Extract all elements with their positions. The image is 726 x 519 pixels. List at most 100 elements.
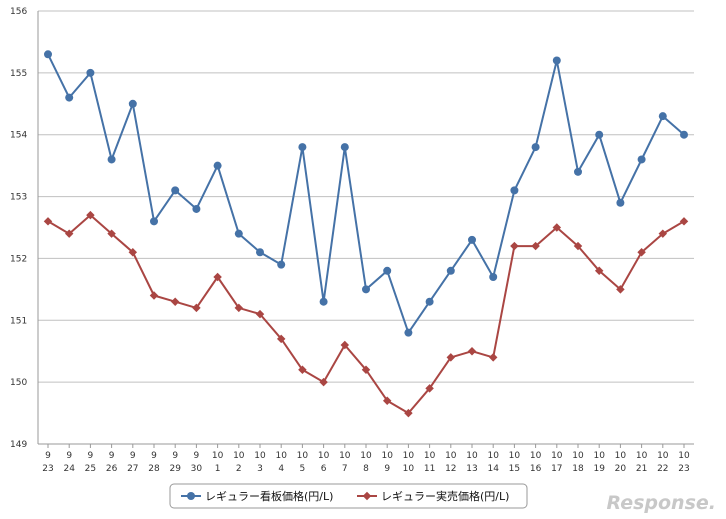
legend-box bbox=[169, 483, 528, 509]
x-tick-label-month: 9 bbox=[130, 451, 136, 461]
data-point bbox=[298, 365, 307, 375]
x-tick-label-day: 9 bbox=[384, 464, 390, 474]
x-tick-label-month: 10 bbox=[572, 451, 584, 461]
x-tick-label-month: 10 bbox=[466, 451, 478, 461]
data-point bbox=[658, 112, 667, 121]
x-tick-label-month: 10 bbox=[233, 451, 245, 461]
data-point bbox=[425, 297, 434, 306]
x-tick-label-day: 3 bbox=[257, 464, 263, 474]
x-tick-label-month: 10 bbox=[381, 451, 393, 461]
legend-marker-circle-icon bbox=[187, 492, 195, 500]
data-point bbox=[149, 291, 159, 300]
data-point bbox=[404, 408, 413, 418]
x-tick-label-month: 9 bbox=[109, 451, 115, 461]
x-tick-label-day: 22 bbox=[657, 464, 668, 474]
data-point bbox=[234, 229, 243, 238]
x-tick-label-month: 10 bbox=[593, 451, 605, 461]
data-point bbox=[574, 167, 582, 176]
x-tick-label-day: 19 bbox=[593, 464, 605, 474]
data-point bbox=[531, 143, 540, 152]
series-layer bbox=[43, 50, 689, 418]
x-tick-label-day: 6 bbox=[321, 464, 327, 474]
grid-lines bbox=[38, 10, 694, 383]
y-tick-label: 150 bbox=[10, 378, 27, 388]
x-tick-label-month: 9 bbox=[45, 451, 51, 461]
x-tick-label-day: 23 bbox=[678, 464, 689, 474]
x-tick-label-month: 9 bbox=[88, 451, 94, 461]
x-tick-label-month: 9 bbox=[194, 451, 200, 461]
data-point bbox=[171, 186, 180, 195]
data-point bbox=[255, 309, 265, 319]
data-point bbox=[43, 217, 53, 226]
data-point bbox=[192, 204, 201, 213]
data-point bbox=[382, 396, 392, 405]
data-point bbox=[679, 217, 689, 226]
x-tick-label-month: 10 bbox=[339, 451, 351, 461]
x-tick-label-month: 10 bbox=[487, 451, 499, 461]
legend-label-series-1: レギュラー看板価格(円/L) bbox=[205, 489, 333, 503]
legend: レギュラー看板価格(円/L) レギュラー実売価格(円/L) bbox=[169, 483, 528, 509]
data-point bbox=[170, 297, 180, 306]
x-tick-label-month: 9 bbox=[66, 451, 72, 461]
x-tick-label-day: 5 bbox=[300, 464, 306, 474]
series-1 bbox=[44, 50, 688, 337]
data-point bbox=[594, 266, 604, 276]
x-tick-label-month: 10 bbox=[275, 451, 287, 461]
data-point bbox=[467, 346, 477, 356]
y-tick-label: 155 bbox=[10, 69, 27, 79]
x-tick-label-month: 10 bbox=[212, 451, 224, 461]
data-point bbox=[107, 229, 116, 238]
y-tick-label: 151 bbox=[10, 316, 27, 326]
x-tick-label-month: 9 bbox=[151, 451, 157, 461]
x-tick-label-day: 27 bbox=[127, 464, 138, 474]
data-point bbox=[128, 248, 138, 257]
x-tick-label-month: 10 bbox=[254, 451, 266, 461]
x-tick-label-month: 10 bbox=[657, 451, 669, 461]
x-tick-label-month: 10 bbox=[615, 451, 627, 461]
data-point bbox=[256, 248, 264, 257]
x-tick-label-month: 10 bbox=[360, 451, 372, 461]
data-point bbox=[192, 303, 201, 313]
y-tick-label: 154 bbox=[10, 131, 27, 141]
x-tick-label-month: 10 bbox=[530, 451, 542, 461]
data-point bbox=[64, 229, 74, 238]
data-point bbox=[637, 155, 646, 164]
x-tick-label-day: 2 bbox=[236, 464, 242, 474]
y-tick-label: 152 bbox=[10, 254, 27, 264]
x-tick-label-day: 18 bbox=[572, 464, 584, 474]
x-tick-label-month: 10 bbox=[551, 451, 563, 461]
x-tick-label-day: 21 bbox=[636, 464, 647, 474]
data-point bbox=[510, 241, 519, 251]
x-tick-label-day: 7 bbox=[342, 464, 348, 474]
x-tick-label-day: 28 bbox=[148, 464, 160, 474]
x-tick-label-month: 10 bbox=[445, 451, 457, 461]
data-point bbox=[340, 143, 349, 152]
x-tick-label-month: 10 bbox=[297, 451, 309, 461]
x-tick-label-month: 9 bbox=[172, 451, 178, 461]
x-tick-label-day: 11 bbox=[424, 464, 435, 474]
x-tick-label-day: 16 bbox=[530, 464, 542, 474]
x-tick-label-day: 15 bbox=[509, 464, 520, 474]
data-point bbox=[107, 155, 116, 164]
data-point bbox=[680, 130, 688, 139]
data-point bbox=[468, 235, 476, 244]
data-point bbox=[86, 210, 95, 220]
x-tick-label-month: 10 bbox=[403, 451, 415, 461]
data-point bbox=[616, 198, 625, 207]
x-tick-label-day: 17 bbox=[551, 464, 562, 474]
data-point bbox=[488, 353, 498, 362]
legend-marker-diamond-icon bbox=[362, 491, 372, 501]
x-tick-label-day: 1 bbox=[215, 464, 221, 474]
x-tick-label-day: 8 bbox=[363, 464, 369, 474]
y-tick-label: 149 bbox=[10, 440, 27, 450]
data-point bbox=[404, 328, 413, 337]
data-point bbox=[213, 272, 222, 282]
x-tick-label-day: 30 bbox=[191, 464, 203, 474]
y-axis: 149 150 151 152 153 154 155 156 bbox=[10, 7, 39, 450]
x-tick-label-day: 24 bbox=[63, 464, 75, 474]
data-point bbox=[298, 143, 307, 152]
data-point bbox=[319, 377, 328, 387]
data-point bbox=[446, 353, 456, 362]
data-point bbox=[595, 130, 604, 139]
